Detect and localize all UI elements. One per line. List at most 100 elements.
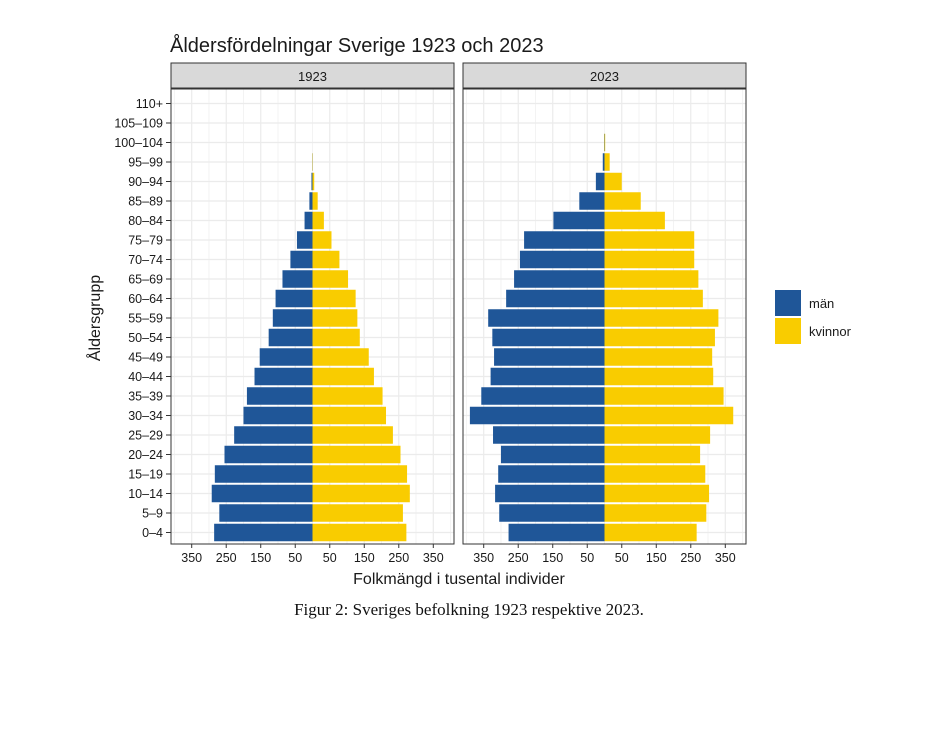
y-tick-label: 10–14	[128, 487, 163, 501]
bar-kvinnor	[604, 504, 707, 522]
bar-män	[224, 445, 313, 464]
population-pyramid-chart: Åldersfördelningar Sverige 1923 och 2023…	[85, 34, 852, 588]
bar-män	[498, 465, 605, 483]
bar-kvinnor	[312, 250, 340, 269]
bar-män	[296, 231, 313, 249]
y-tick-label: 100–104	[114, 136, 163, 150]
bar-kvinnor	[604, 270, 699, 288]
x-tick-label: 50	[580, 551, 594, 565]
y-tick-label: 40–44	[128, 370, 163, 384]
y-tick-label: 20–24	[128, 448, 163, 462]
y-axis-title: Åldersgrupp	[85, 275, 104, 361]
bar-kvinnor	[312, 445, 401, 464]
panel-2023: 2023 350 250 150 50 50 150 250 350	[462, 62, 747, 565]
y-tick-label: 70–74	[128, 253, 163, 267]
bar-män	[268, 328, 313, 347]
bar-kvinnor	[312, 231, 332, 249]
y-tick-label: 110+	[136, 97, 163, 111]
bar-kvinnor	[604, 172, 622, 191]
x-tick-label: 250	[680, 551, 701, 565]
bar-kvinnor	[312, 309, 358, 327]
bar-män	[492, 328, 605, 347]
y-tick-label: 80–84	[128, 214, 163, 228]
bar-män	[602, 153, 605, 171]
y-tick-label: 95–99	[128, 156, 163, 170]
x-tick-label: 50	[288, 551, 302, 565]
bar-kvinnor	[604, 211, 665, 230]
panels: 1923 350 250 150 50 50 150 250 350 2023 350 250 150 5…	[170, 62, 747, 565]
bar-kvinnor	[604, 348, 713, 366]
legend-key-män	[775, 290, 801, 316]
bar-män	[579, 192, 605, 210]
bar-kvinnor	[604, 484, 710, 503]
bar-kvinnor	[604, 133, 606, 152]
x-tick-label: 150	[354, 551, 375, 565]
y-axis: 0–4 5–9 10–14 15–19 20–24 25–29 30–34 35–39 40–4…	[114, 97, 171, 540]
legend: män kvinnor	[775, 290, 852, 344]
panel-border	[462, 88, 747, 545]
panel-border	[170, 88, 455, 545]
bar-kvinnor	[604, 328, 715, 347]
legend-label: kvinnor	[809, 324, 852, 339]
bar-kvinnor	[312, 289, 356, 308]
legend-key-kvinnor	[775, 318, 801, 344]
y-tick-label: 5–9	[142, 507, 163, 521]
bar-kvinnor	[604, 309, 719, 327]
legend-label: män	[809, 296, 834, 311]
bar-kvinnor	[604, 153, 610, 171]
y-tick-label: 55–59	[128, 312, 163, 326]
bar-män	[214, 465, 313, 483]
bar-män	[243, 406, 313, 425]
bar-män	[219, 504, 313, 522]
y-tick-label: 35–39	[128, 390, 163, 404]
x-tick-label: 350	[473, 551, 494, 565]
bar-män	[508, 523, 605, 542]
bar-män	[490, 367, 605, 386]
bar-kvinnor	[604, 367, 714, 386]
bar-kvinnor	[604, 465, 706, 483]
x-tick-label: 250	[388, 551, 409, 565]
y-tick-label: 85–89	[128, 195, 163, 209]
bar-män	[595, 172, 605, 191]
bar-män	[259, 348, 313, 366]
bar-män	[246, 387, 313, 405]
x-tick-label: 250	[508, 551, 529, 565]
bar-män	[519, 250, 605, 269]
bar-kvinnor	[312, 484, 410, 503]
bar-kvinnor	[312, 406, 387, 425]
x-axis-title: Folkmängd i tusental individer	[353, 571, 565, 588]
bar-män	[524, 231, 605, 249]
figure-caption: Figur 2: Sveriges befolkning 1923 respek…	[294, 600, 644, 619]
bar-män	[282, 270, 313, 288]
bar-kvinnor	[312, 426, 393, 444]
bar-kvinnor	[604, 523, 697, 542]
bar-kvinnor	[604, 250, 695, 269]
x-tick-label: 350	[715, 551, 736, 565]
x-tick-label: 350	[181, 551, 202, 565]
x-tick-label: 150	[250, 551, 271, 565]
bar-kvinnor	[604, 445, 701, 464]
bar-kvinnor	[312, 504, 403, 522]
y-tick-label: 15–19	[128, 468, 163, 482]
bar-kvinnor	[312, 348, 369, 366]
bar-män	[553, 211, 605, 230]
bar-män	[214, 523, 313, 542]
y-tick-label: 25–29	[128, 429, 163, 443]
bar-kvinnor	[312, 465, 408, 483]
x-tick-label: 50	[323, 551, 337, 565]
y-tick-label: 105–109	[114, 117, 163, 131]
bar-kvinnor	[604, 426, 711, 444]
bar-män	[500, 445, 605, 464]
bar-män	[495, 484, 605, 503]
bar-kvinnor	[604, 289, 703, 308]
y-tick-label: 65–69	[128, 273, 163, 287]
bar-kvinnor	[312, 328, 360, 347]
bar-män	[304, 211, 313, 230]
bar-män	[514, 270, 605, 288]
bar-män	[506, 289, 605, 308]
y-tick-label: 45–49	[128, 351, 163, 365]
bar-kvinnor	[312, 387, 383, 405]
bar-män	[234, 426, 313, 444]
facet-strip	[170, 62, 455, 89]
bar-kvinnor	[604, 406, 734, 425]
